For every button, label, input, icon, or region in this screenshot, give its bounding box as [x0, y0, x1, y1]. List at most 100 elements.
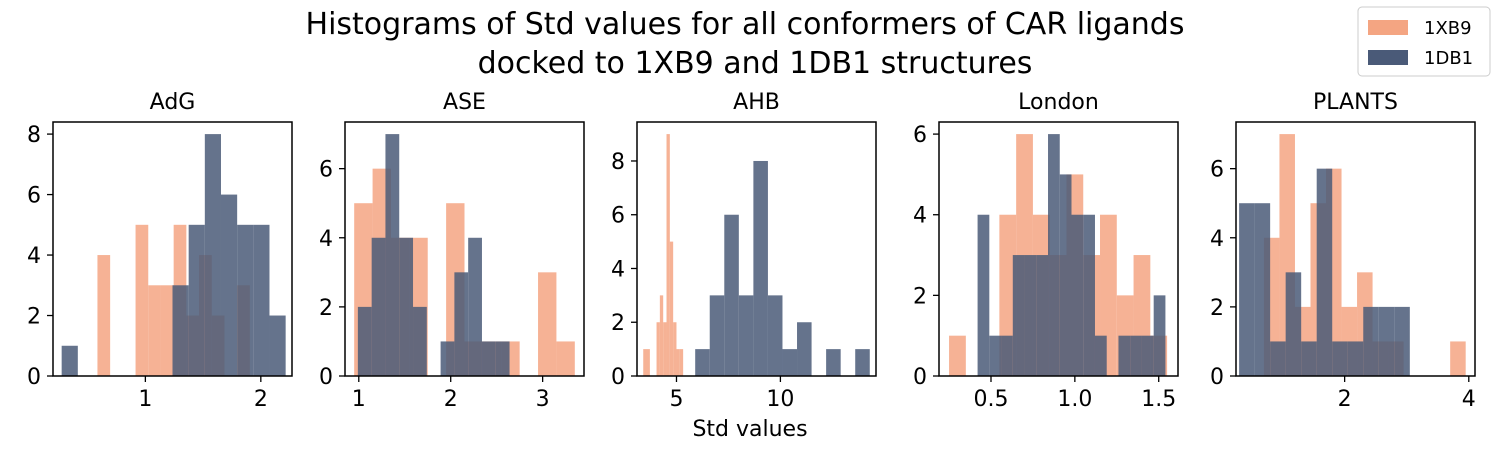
x-tick-label: 0.5 [973, 387, 1008, 412]
histogram-bar-1db1 [782, 349, 798, 376]
histogram-bar-1db1 [454, 272, 469, 376]
histogram-bar-1xb9 [669, 241, 674, 376]
histogram-bar-1xb9 [949, 335, 966, 376]
y-tick-label: 4 [319, 227, 333, 252]
histogram-bar-1xb9 [160, 285, 174, 376]
histogram-bar-1xb9 [676, 349, 680, 376]
legend-swatch-1db1 [1368, 50, 1408, 65]
histogram-bar-1db1 [61, 345, 78, 376]
y-tick-label: 8 [611, 150, 625, 175]
histogram-bar-1xb9 [97, 255, 111, 376]
histogram-bar-1db1 [204, 134, 221, 376]
panel-frame [636, 121, 877, 377]
histogram-bar-1db1 [1378, 306, 1395, 376]
panel-frame [52, 121, 293, 377]
panel-title: ASE [443, 90, 486, 115]
x-tick-label: 2 [444, 387, 458, 412]
histogram-bar-1db1 [709, 295, 725, 376]
histogram-bar-1db1 [1118, 335, 1131, 376]
legend-swatch-1xb9 [1368, 20, 1408, 35]
y-tick-label: 0 [611, 365, 625, 390]
y-tick-label: 2 [1210, 296, 1224, 321]
figure-title-line2: docked to 1XB9 and 1DB1 structures [478, 46, 1033, 81]
histogram-bar-1db1 [1254, 203, 1271, 376]
histogram-bar-1db1 [269, 315, 286, 376]
y-tick-label: 4 [913, 204, 927, 229]
histogram-bar-1db1 [1094, 335, 1107, 376]
histogram-bar-1db1 [481, 341, 496, 376]
histogram-bar-1db1 [1012, 255, 1025, 376]
histogram-bar-1db1 [253, 224, 270, 376]
histogram-bar-1db1 [1048, 134, 1060, 376]
histogram-bar-1db1 [385, 134, 400, 376]
histogram-bar-1db1 [1394, 306, 1410, 376]
panel-title: AdG [150, 90, 196, 115]
histogram-bar-1db1 [495, 341, 510, 376]
panel-bars-ahb [643, 134, 870, 376]
histogram-bar-1db1 [1024, 255, 1037, 376]
panel-frame [1235, 121, 1476, 377]
y-tick-label: 6 [611, 204, 625, 229]
y-tick-label: 2 [27, 305, 41, 330]
panel-frame [344, 121, 585, 377]
histogram-bar-1db1 [220, 194, 238, 376]
histogram-bar-1db1 [1130, 335, 1142, 376]
y-tick-label: 0 [1210, 365, 1224, 390]
panel-london: 0.5 1.0 1.5 0 2 4 6 London [913, 90, 1179, 412]
histogram-bar-1xb9 [556, 341, 575, 376]
histogram-bar-1db1 [738, 295, 754, 376]
x-tick-label: 2 [254, 387, 268, 412]
panel-title: AHB [733, 90, 780, 115]
histogram-bar-1xb9 [673, 322, 677, 376]
y-tick-label: 6 [913, 123, 927, 148]
x-tick-label: 1.0 [1057, 387, 1092, 412]
histogram-bar-1db1 [237, 224, 254, 376]
legend-label-1xb9: 1XB9 [1424, 18, 1472, 39]
panel-ase: 1 2 3 0 2 4 6 ASE [319, 90, 585, 412]
x-tick-label: 10 [766, 387, 794, 412]
y-tick-label: 0 [319, 365, 333, 390]
y-tick-label: 2 [611, 311, 625, 336]
x-tick-label: 5 [669, 387, 683, 412]
histogram-bar-1db1 [1059, 174, 1072, 376]
y-tick-label: 4 [611, 257, 625, 282]
panel-adg: 1 2 0 2 4 6 8 AdG [27, 90, 293, 412]
panel-title: London [1018, 90, 1099, 115]
histogram-bar-1xb9 [663, 322, 667, 376]
histogram-bar-1db1 [753, 160, 768, 376]
histogram-bar-1db1 [695, 349, 710, 376]
panel-bars-adg [61, 134, 286, 376]
histogram-bar-1db1 [1001, 335, 1013, 376]
histogram-bar-1xb9 [656, 322, 660, 376]
legend: 1XB9 1DB1 [1357, 6, 1491, 77]
histogram-bar-1db1 [188, 224, 205, 376]
y-tick-label: 8 [27, 123, 41, 148]
y-tick-label: 0 [27, 365, 41, 390]
x-tick-label: 4 [1462, 387, 1476, 412]
x-tick-label: 1.5 [1141, 387, 1176, 412]
histogram-bar-1db1 [1071, 214, 1084, 376]
histogram-bar-1db1 [172, 285, 189, 376]
histogram-bar-1db1 [826, 349, 841, 376]
x-tick-label: 2 [1338, 387, 1352, 412]
histogram-bar-1xb9 [643, 349, 650, 376]
histogram-bar-1db1 [1301, 341, 1317, 376]
x-tick-label: 1 [352, 387, 366, 412]
y-tick-label: 0 [913, 365, 927, 390]
panel-frame [938, 121, 1179, 377]
histogram-bar-1db1 [371, 237, 386, 376]
histogram-bar-1db1 [977, 214, 990, 376]
histogram-bar-1xb9 [659, 295, 664, 376]
histogram-bar-1db1 [413, 306, 427, 376]
histogram-bar-1db1 [1083, 214, 1095, 376]
y-tick-label: 2 [319, 296, 333, 321]
y-tick-label: 2 [913, 284, 927, 309]
histogram-bar-1db1 [1285, 272, 1302, 376]
histogram-bar-1db1 [1316, 168, 1333, 376]
y-tick-label: 4 [27, 244, 41, 269]
histogram-bar-1db1 [855, 349, 870, 376]
histogram-bar-1db1 [468, 237, 482, 376]
histogram-bar-1db1 [1141, 335, 1154, 376]
panels: 1 2 0 2 4 6 8 AdG 1 2 3 0 2 4 6 ASE 5 10 0 2 4 6 8 AHB 0.5 1.0 1.5… [27, 90, 1476, 412]
